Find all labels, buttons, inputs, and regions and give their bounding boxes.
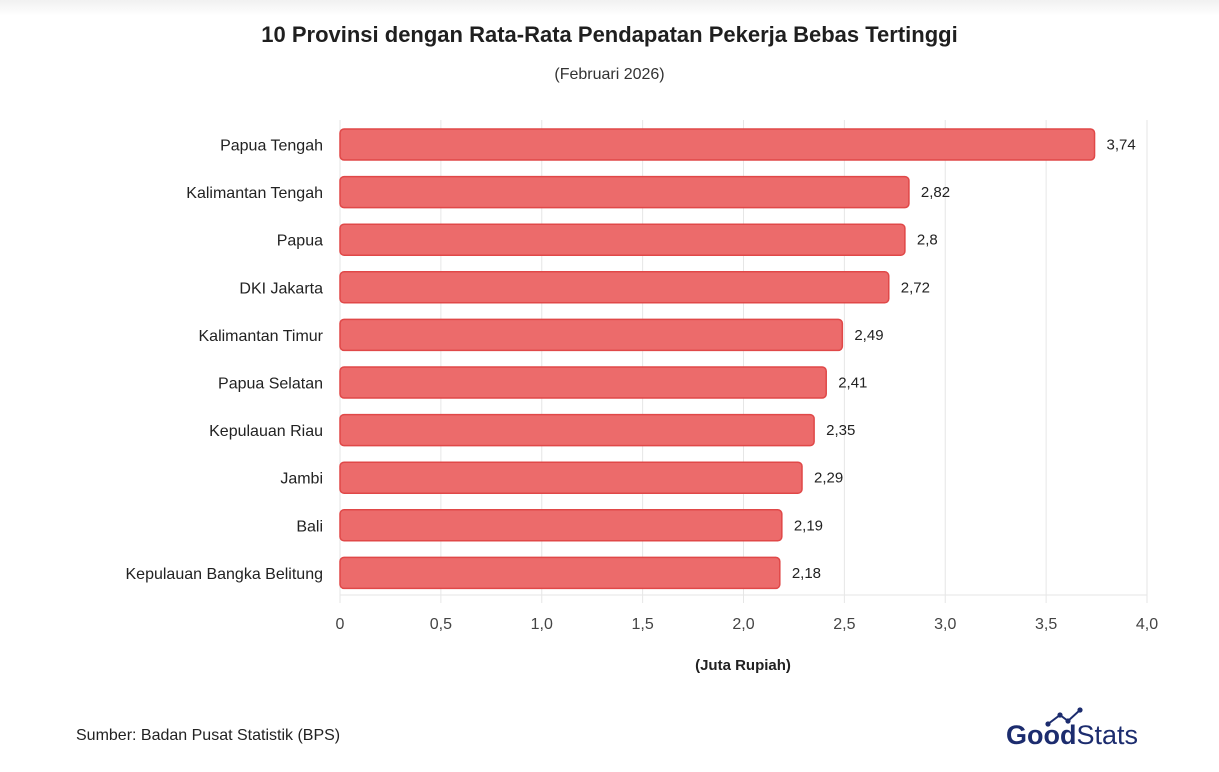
bars: [339, 128, 1096, 590]
bar: [339, 413, 815, 447]
logo-dot-icon: [1065, 718, 1071, 724]
bar: [339, 223, 906, 256]
bar: [339, 366, 827, 399]
value-label: 2,72: [901, 279, 930, 296]
chart-title: 10 Provinsi dengan Rata-Rata Pendapatan …: [261, 22, 958, 47]
bar: [339, 175, 910, 209]
value-label: 2,41: [838, 375, 867, 392]
value-label: 2,8: [917, 232, 938, 249]
bar: [339, 128, 1096, 161]
value-label: 2,29: [814, 470, 843, 487]
category-label: Bali: [296, 518, 323, 535]
bar: [339, 318, 844, 352]
bar: [339, 509, 783, 542]
x-tick-label: 0,5: [430, 616, 452, 633]
x-tick-label: 0: [336, 616, 345, 633]
x-tick-label: 2,0: [732, 616, 754, 633]
value-label: 2,18: [792, 565, 821, 582]
value-label: 2,19: [794, 517, 823, 534]
x-tick-label: 4,0: [1136, 616, 1158, 633]
source-note: Sumber: Badan Pusat Statistik (BPS): [76, 727, 341, 744]
x-axis-ticks: 0 0,5 1,0 1,5 2,0 2,5 3,0 3,5 4,0: [336, 616, 1159, 633]
category-label: Kalimantan Tengah: [186, 185, 323, 202]
bar: [339, 461, 803, 494]
logo-dot-icon: [1077, 707, 1083, 713]
category-label: Kepulauan Bangka Belitung: [126, 566, 324, 583]
category-label: Kepulauan Riau: [209, 423, 323, 440]
value-label: 2,49: [854, 327, 883, 344]
category-label: Kalimantan Timur: [199, 328, 324, 345]
category-label: Papua: [277, 233, 323, 250]
x-tick-label: 1,5: [632, 616, 654, 633]
logo-trend-icon: [1047, 709, 1081, 725]
value-label: 2,82: [921, 184, 950, 201]
x-tick-label: 1,0: [531, 616, 553, 633]
category-labels: Papua Tengah Kalimantan Tengah Papua DKI Ja…: [126, 138, 324, 583]
value-label: 3,74: [1107, 137, 1136, 154]
category-label: Papua Selatan: [218, 376, 323, 393]
value-labels: 3,74 2,82 2,8 2,72 2,49 2,41 2,35 2,29 2,19 2,18: [792, 137, 1136, 582]
bar: [339, 271, 890, 304]
goodstats-logo: GoodStats: [1006, 707, 1138, 750]
category-label: DKI Jakarta: [239, 280, 323, 297]
chart-subtitle: (Februari 2026): [554, 66, 665, 83]
category-label: Papua Tengah: [220, 138, 323, 155]
x-tick-label: 2,5: [833, 616, 855, 633]
x-axis-title: (Juta Rupiah): [695, 657, 791, 674]
category-label: Jambi: [280, 471, 323, 488]
x-tick-label: 3,0: [934, 616, 956, 633]
logo-text-good: Good: [1006, 720, 1076, 750]
logo-text-stats: Stats: [1076, 720, 1138, 750]
logo-dot-icon: [1045, 721, 1051, 727]
logo-dot-icon: [1057, 712, 1063, 718]
svg-text:GoodStats: GoodStats: [1006, 720, 1138, 750]
top-strip: [0, 0, 1219, 16]
x-tick-label: 3,5: [1035, 616, 1057, 633]
bar: [339, 556, 781, 590]
value-label: 2,35: [826, 422, 855, 439]
